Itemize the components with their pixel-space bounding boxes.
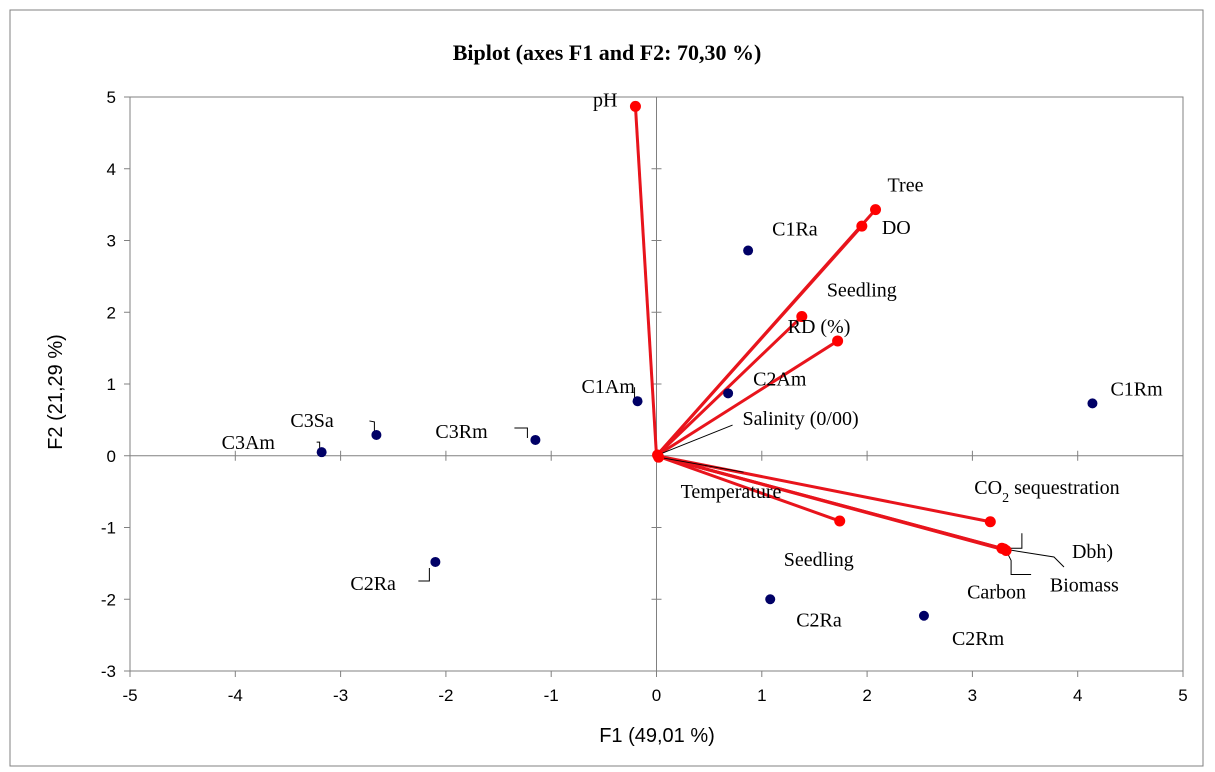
variable-point (870, 204, 882, 216)
variable-leader-line (658, 456, 744, 473)
y-tick-label: 4 (107, 160, 116, 179)
variable-point (856, 220, 868, 232)
variable-label: Biomass (1050, 574, 1119, 596)
variable-label: RD (%) (788, 316, 851, 338)
observation-leader-line (316, 441, 321, 451)
variable-leader-line (1005, 550, 1032, 575)
observation-label: C1Rm (1110, 378, 1163, 400)
y-tick-label: -3 (101, 662, 116, 681)
y-tick-label: 0 (107, 447, 116, 466)
observation-point (1087, 398, 1098, 409)
variable-label: Salinity (0/00) (743, 408, 859, 430)
variable-vector (633, 106, 658, 456)
variable-label: Seedling (784, 549, 854, 571)
variable-label: Seedling (827, 280, 897, 302)
variable-label: Tree (888, 175, 924, 197)
observation-label: C2Ra (796, 609, 842, 631)
observation-leader-line (514, 427, 528, 438)
variable-point (629, 100, 641, 112)
observation-label: C2Ra (350, 573, 396, 595)
y-axis-title: F2 (21,29 %) (45, 334, 67, 450)
x-tick-label: -5 (122, 686, 137, 705)
variable-point (796, 311, 808, 323)
variable-label: Carbon (967, 581, 1026, 603)
y-tick-label: -2 (101, 590, 116, 609)
variable-vector (655, 315, 803, 457)
x-tick-label: 3 (968, 686, 977, 705)
variable-point (653, 451, 665, 463)
observation-label: C3Rm (435, 421, 488, 443)
observation-point (743, 245, 754, 256)
observation-point (723, 388, 734, 399)
y-tick-label: 5 (107, 88, 116, 107)
variable-vector (655, 454, 841, 523)
variable-point (834, 515, 846, 527)
observation-label: C3Am (222, 432, 276, 454)
x-tick-label: -2 (438, 686, 453, 705)
variable-vector (655, 339, 839, 458)
y-tick-label: 2 (107, 303, 116, 322)
x-tick-label: 5 (1178, 686, 1187, 705)
observation-leader-line (369, 420, 375, 433)
observation-point (430, 556, 441, 567)
variable-label: Temperature (681, 481, 782, 503)
x-tick-label: 4 (1073, 686, 1082, 705)
y-tick-label: 1 (107, 375, 116, 394)
variable-label: Dbh) (1072, 541, 1113, 563)
observation-label: C2Am (753, 368, 807, 390)
x-tick-label: 1 (757, 686, 766, 705)
variable-label: CO2 sequestration (974, 477, 1119, 506)
observation-point (918, 610, 929, 621)
y-tick-label: -1 (101, 519, 116, 538)
observation-label: C2Rm (952, 628, 1005, 650)
observation-point (530, 434, 541, 445)
observation-leader-line (418, 567, 430, 582)
x-tick-label: -4 (228, 686, 243, 705)
observation-point (632, 396, 643, 407)
variable-point (996, 542, 1008, 554)
observation-label: C3Sa (290, 410, 333, 432)
observation-point (371, 429, 382, 440)
variable-point (984, 516, 996, 528)
variable-point (832, 335, 844, 347)
variable-leader-line (657, 424, 733, 456)
y-tick-label: 3 (107, 232, 116, 251)
variable-vector (655, 225, 863, 457)
x-axis-title: F1 (49,01 %) (599, 725, 715, 747)
observation-label: C1Am (582, 376, 636, 398)
x-tick-label: 0 (652, 686, 661, 705)
observation-point (765, 594, 776, 605)
outer-frame (9, 9, 1204, 767)
x-tick-label: -1 (544, 686, 559, 705)
chart-title: Biplot (axes F1 and F2: 70,30 %) (453, 40, 762, 65)
variable-label: DO (882, 217, 911, 239)
variable-label: pH (593, 89, 617, 111)
variable-leader-line (1003, 548, 1065, 568)
variable-vector (656, 454, 1003, 550)
observation-point (316, 447, 327, 458)
x-tick-label: -3 (333, 686, 348, 705)
observation-label: C1Ra (772, 219, 818, 241)
x-tick-label: 2 (862, 686, 871, 705)
